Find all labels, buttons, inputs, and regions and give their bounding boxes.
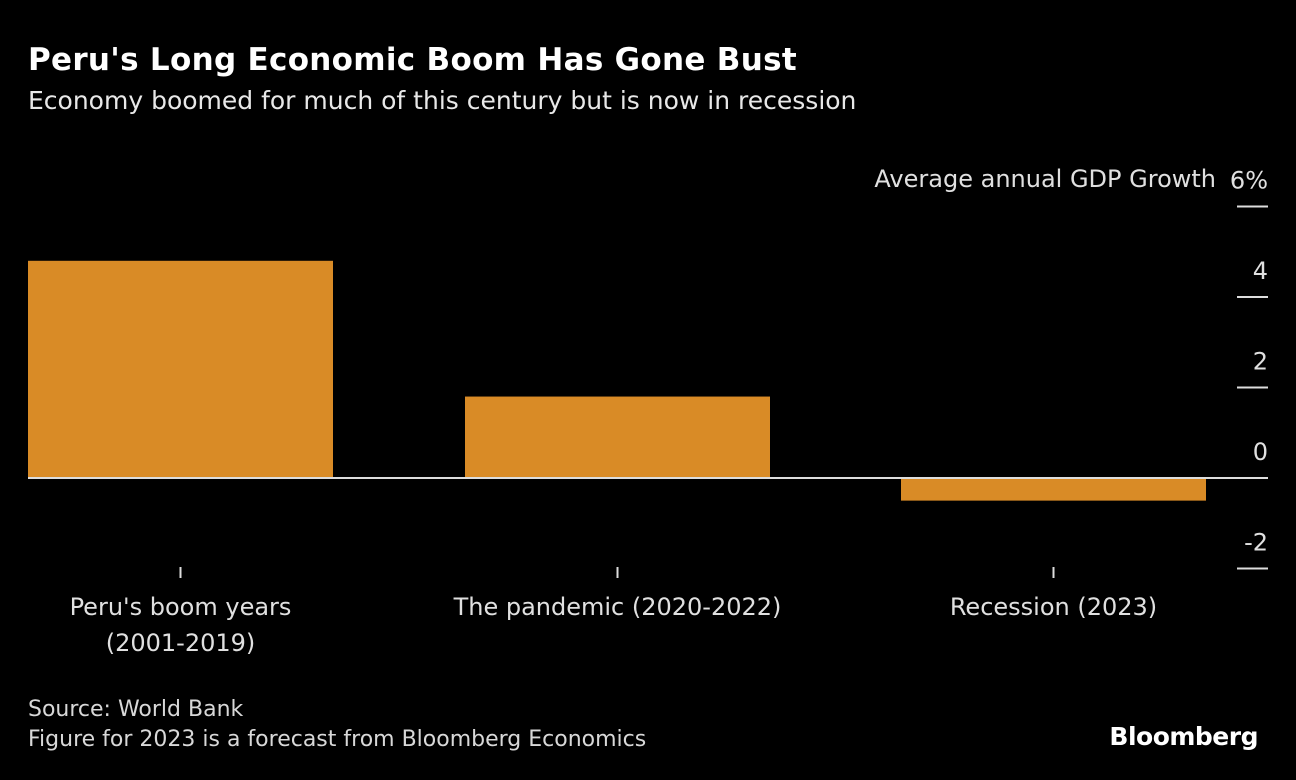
y-tick-label: 6% <box>1230 167 1268 195</box>
x-tick-label: (2001-2019) <box>106 629 256 657</box>
x-tick-label: The pandemic (2020-2022) <box>453 593 782 621</box>
source-note: Source: World Bank <box>28 697 244 722</box>
chart-subtitle: Economy boomed for much of this century … <box>28 86 857 115</box>
bar <box>28 260 333 478</box>
x-tick-label: Recession (2023) <box>950 593 1157 621</box>
forecast-note: Figure for 2023 is a forecast from Bloom… <box>28 727 647 752</box>
chart-title: Peru's Long Economic Boom Has Gone Bust <box>28 42 797 78</box>
bar <box>465 396 770 478</box>
bloomberg-logo: Bloomberg <box>1109 722 1258 751</box>
bar <box>901 478 1206 501</box>
y-tick-label: 4 <box>1253 257 1268 285</box>
y-axis-label: Average annual GDP Growth <box>874 165 1216 193</box>
y-tick-label: 0 <box>1253 438 1268 466</box>
y-tick-label: 2 <box>1253 348 1268 376</box>
x-tick-label: Peru's boom years <box>70 593 292 621</box>
y-tick-label: -2 <box>1244 529 1268 557</box>
